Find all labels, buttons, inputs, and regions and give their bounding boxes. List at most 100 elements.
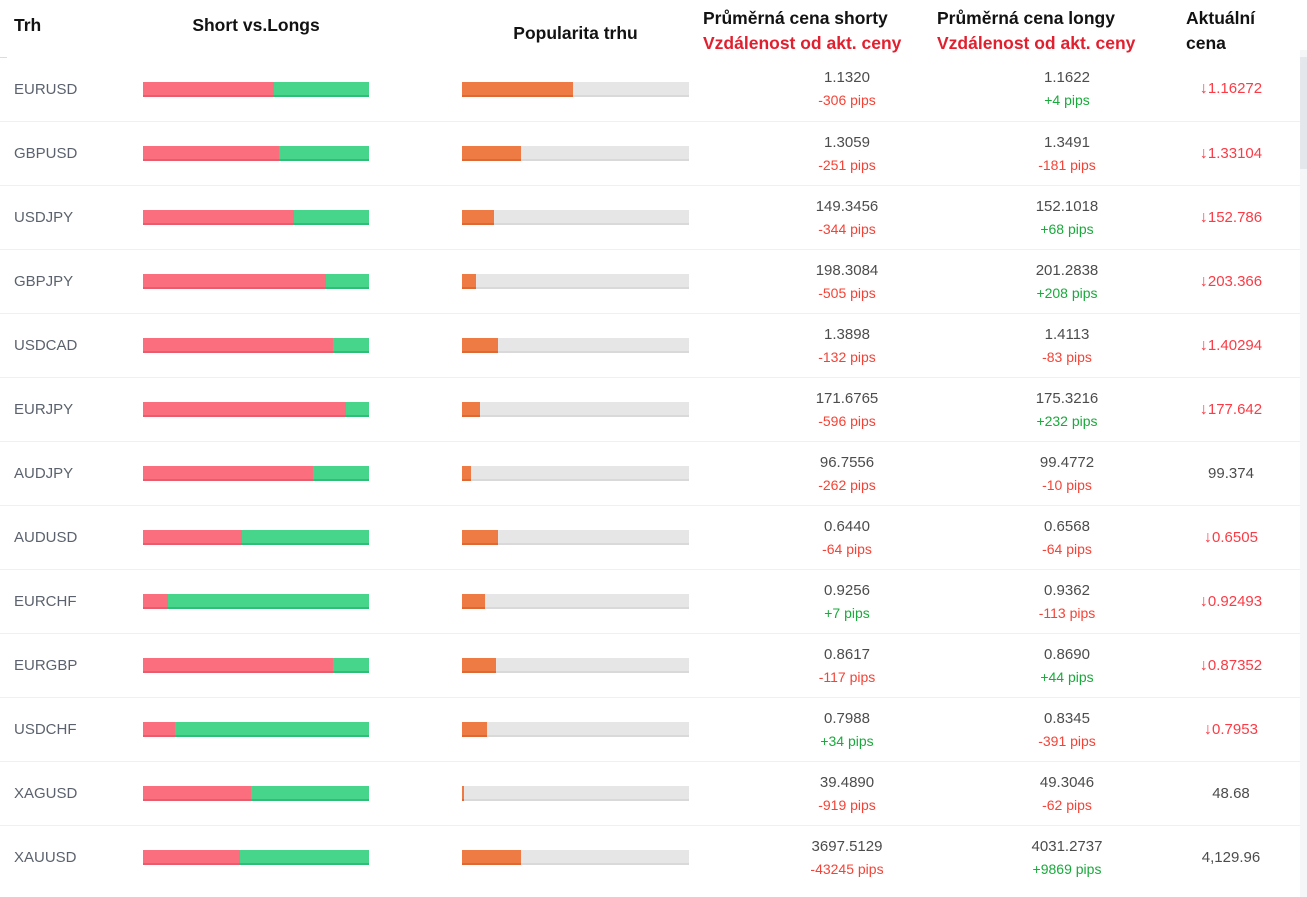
current-price: ↓1.40294 bbox=[1155, 337, 1307, 355]
popularity-bar-track bbox=[462, 530, 689, 545]
arrow-down-icon: ↓ bbox=[1199, 592, 1208, 610]
current-price: ↓0.7953 bbox=[1155, 721, 1307, 739]
avg-short-price: 1.3059 bbox=[824, 133, 870, 151]
avg-short-price: 1.3898 bbox=[824, 325, 870, 343]
long-distance-pips: -62 pips bbox=[1042, 796, 1092, 813]
table-row[interactable]: XAUUSD 3697.5129 -43245 pips 4031.2737 +9869… bbox=[0, 825, 1307, 889]
current-price-value: 1.33104 bbox=[1207, 144, 1263, 162]
table-row[interactable]: USDCAD 1.3898 -132 pips 1.4113 -83 pips ↓1.40… bbox=[0, 313, 1307, 377]
current-price: ↓203.366 bbox=[1155, 273, 1307, 291]
table-row[interactable]: EURJPY 171.6765 -596 pips 175.3216 +232 pips… bbox=[0, 377, 1307, 441]
avg-long-cell: 152.1018 +68 pips bbox=[1005, 196, 1129, 240]
short-vs-longs-bar bbox=[143, 658, 369, 673]
avg-short-price: 0.8617 bbox=[824, 645, 870, 663]
avg-long-subtitle: Vzdálenost od akt. ceny bbox=[937, 33, 1136, 53]
avg-short-cell: 149.3456 -344 pips bbox=[689, 196, 1005, 240]
avg-short-price: 149.3456 bbox=[815, 197, 879, 215]
long-bar-segment bbox=[278, 146, 369, 161]
long-bar-segment bbox=[274, 81, 369, 97]
current-price: ↓1.16272 bbox=[1155, 80, 1307, 98]
avg-long-price: 4031.2737 bbox=[1031, 837, 1103, 855]
arrow-down-icon: ↓ bbox=[1199, 208, 1208, 226]
popularity-bar-fill bbox=[462, 402, 481, 417]
avg-short-cell: 198.3084 -505 pips bbox=[689, 260, 1005, 304]
long-distance-pips: +44 pips bbox=[1040, 668, 1094, 685]
table-row[interactable]: AUDJPY 96.7556 -262 pips 99.4772 -10 pips 99.… bbox=[0, 441, 1307, 505]
popularity-bar-fill bbox=[462, 594, 485, 609]
current-price-cell: ↓1.33104 bbox=[1129, 145, 1307, 163]
table-header: Trh Short vs.Longs Popularita trhu Průmě… bbox=[0, 0, 1307, 57]
avg-long-cell: 201.2838 +208 pips bbox=[1005, 260, 1129, 304]
short-long-bar-cell bbox=[143, 786, 369, 801]
current-price: ↓0.6505 bbox=[1155, 529, 1307, 547]
market-label: USDCHF bbox=[14, 721, 77, 738]
current-price-value: 99.374 bbox=[1208, 465, 1254, 482]
short-distance-pips: -596 pips bbox=[818, 412, 876, 429]
column-header-current-price: Aktuální cena bbox=[1186, 6, 1255, 56]
short-vs-longs-bar bbox=[143, 338, 369, 353]
current-price: ↓0.92493 bbox=[1155, 593, 1307, 611]
avg-short-price: 96.7556 bbox=[819, 453, 875, 471]
popularity-bar-cell bbox=[462, 786, 689, 801]
market-label: AUDJPY bbox=[14, 465, 74, 482]
current-price-cell: 48.68 bbox=[1129, 785, 1307, 802]
table-row[interactable]: GBPUSD 1.3059 -251 pips 1.3491 -181 pips ↓1.3… bbox=[0, 121, 1307, 185]
short-distance-pips: -262 pips bbox=[818, 476, 876, 493]
scrollbar[interactable] bbox=[1300, 50, 1307, 897]
short-distance-pips: -919 pips bbox=[818, 796, 876, 813]
short-bar-segment bbox=[143, 466, 313, 481]
avg-long-cell: 0.6568 -64 pips bbox=[1005, 516, 1129, 560]
current-price-value: 0.87352 bbox=[1207, 656, 1263, 674]
popularity-bar-track bbox=[462, 722, 689, 737]
popularity-bar-cell bbox=[462, 402, 689, 417]
avg-short-price: 1.1320 bbox=[824, 69, 870, 86]
short-vs-longs-bar bbox=[143, 81, 369, 97]
table-row[interactable]: AUDUSD 0.6440 -64 pips 0.6568 -64 pips ↓0.650… bbox=[0, 505, 1307, 569]
popularity-bar-cell bbox=[462, 338, 689, 353]
long-distance-pips: -64 pips bbox=[1042, 540, 1092, 557]
popularity-bar-cell bbox=[462, 658, 689, 673]
popularity-bar-cell bbox=[462, 594, 689, 609]
short-bar-segment bbox=[143, 210, 295, 225]
avg-long-cell: 175.3216 +232 pips bbox=[1005, 388, 1129, 432]
short-vs-longs-bar bbox=[143, 466, 369, 481]
table-row[interactable]: GBPJPY 198.3084 -505 pips 201.2838 +208 pips… bbox=[0, 249, 1307, 313]
short-vs-longs-bar bbox=[143, 402, 369, 417]
avg-short-price: 3697.5129 bbox=[811, 837, 883, 855]
market-label: EURUSD bbox=[14, 80, 78, 98]
scrollbar-thumb[interactable] bbox=[1300, 57, 1307, 169]
table-row[interactable]: XAGUSD 39.4890 -919 pips 49.3046 -62 pips 48.… bbox=[0, 761, 1307, 825]
popularity-bar-track bbox=[462, 594, 689, 609]
avg-long-cell: 49.3046 -62 pips bbox=[1005, 772, 1129, 816]
market-label: EURCHF bbox=[14, 593, 77, 610]
short-bar-segment bbox=[143, 658, 333, 673]
current-price-cell: ↓0.6505 bbox=[1129, 529, 1307, 547]
short-distance-pips: -344 pips bbox=[818, 220, 876, 237]
avg-short-cell: 96.7556 -262 pips bbox=[689, 452, 1005, 496]
short-long-bar-cell bbox=[143, 274, 369, 289]
current-price-value: 177.642 bbox=[1207, 400, 1263, 418]
column-header-popularity: Popularita trhu bbox=[513, 23, 638, 43]
avg-long-cell: 1.1622 +4 pips bbox=[1005, 67, 1129, 111]
avg-short-cell: 0.6440 -64 pips bbox=[689, 516, 1005, 560]
short-distance-pips: -132 pips bbox=[818, 348, 876, 365]
current-price-cell: ↓1.16272 bbox=[1129, 80, 1307, 98]
table-row[interactable]: EURUSD 1.1320 -306 pips 1.1622 +4 pips ↓1.162… bbox=[0, 57, 1307, 121]
popularity-bar-track bbox=[462, 466, 689, 481]
avg-short-price: 0.6440 bbox=[824, 517, 870, 535]
current-price-value: 48.68 bbox=[1212, 785, 1250, 802]
table-row[interactable]: USDJPY 149.3456 -344 pips 152.1018 +68 pips ↓… bbox=[0, 185, 1307, 249]
current-price-value: 1.40294 bbox=[1207, 336, 1263, 354]
table-row[interactable]: EURGBP 0.8617 -117 pips 0.8690 +44 pips ↓0.87… bbox=[0, 633, 1307, 697]
long-bar-segment bbox=[346, 402, 369, 417]
table-row[interactable]: USDCHF 0.7988 +34 pips 0.8345 -391 pips ↓0.79… bbox=[0, 697, 1307, 761]
short-distance-pips: -64 pips bbox=[822, 540, 872, 557]
avg-long-price: 1.4113 bbox=[1044, 325, 1090, 343]
column-header-market: Trh bbox=[14, 15, 42, 35]
avg-short-cell: 39.4890 -919 pips bbox=[689, 772, 1005, 816]
avg-long-cell: 1.3491 -181 pips bbox=[1005, 132, 1129, 176]
long-distance-pips: +68 pips bbox=[1040, 220, 1094, 237]
market-label: EURGBP bbox=[14, 657, 78, 674]
popularity-bar-track bbox=[462, 210, 689, 225]
table-row[interactable]: EURCHF 0.9256 +7 pips 0.9362 -113 pips ↓0.924… bbox=[0, 569, 1307, 633]
